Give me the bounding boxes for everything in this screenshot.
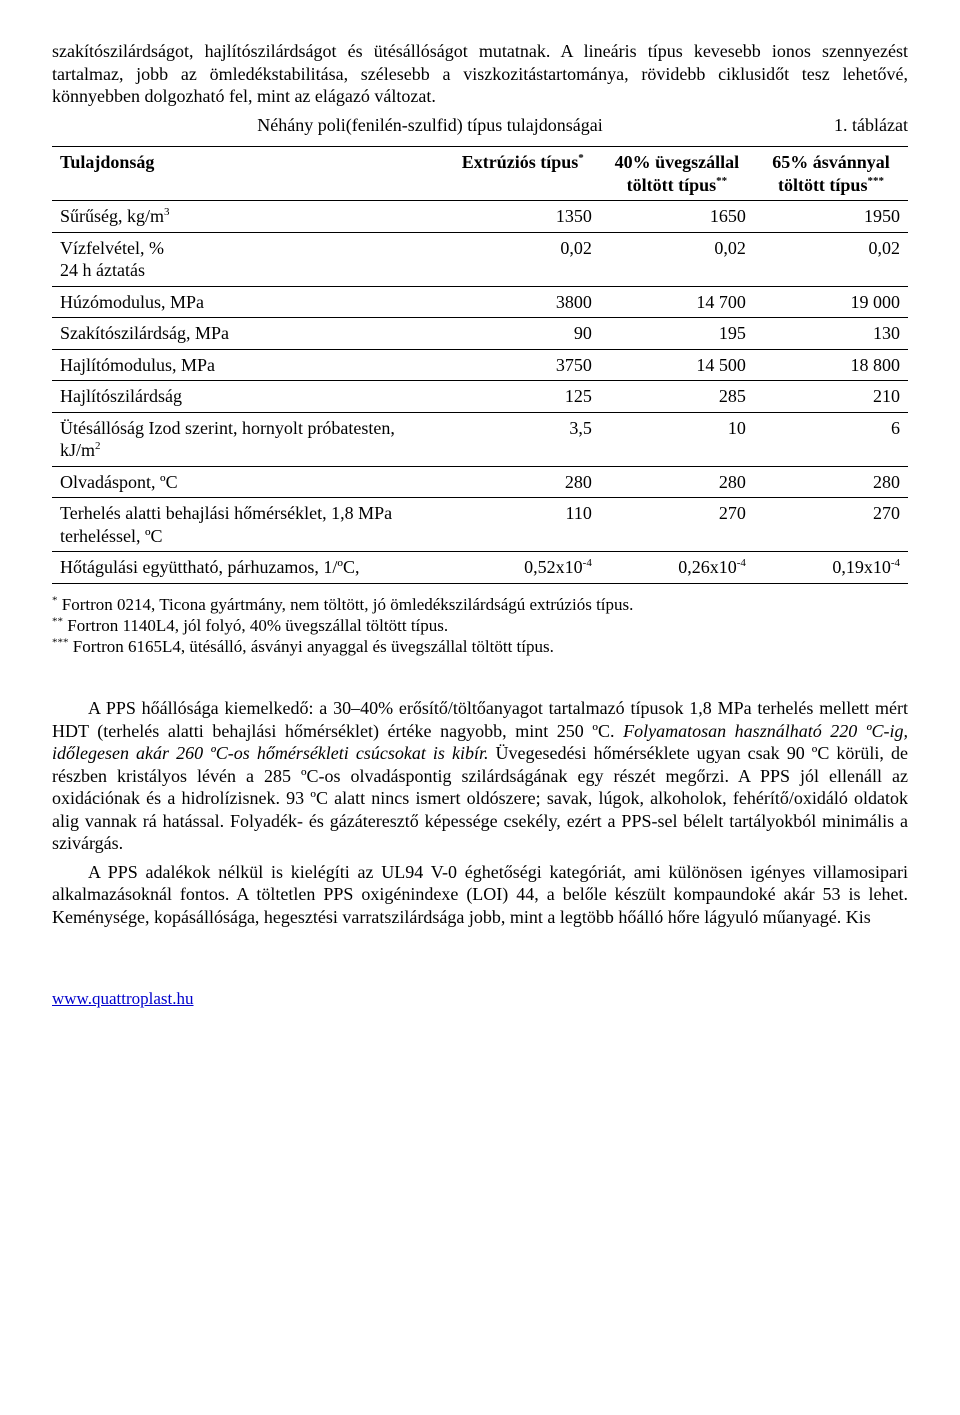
cell-value: 1650 xyxy=(600,201,754,233)
col-mineral-sup: *** xyxy=(867,175,884,187)
properties-table: Tulajdonság Extrúziós típus* 40% üvegszá… xyxy=(52,146,908,584)
cell-label: Hőtágulási együttható, párhuzamos, 1/ºC, xyxy=(52,552,446,584)
table-caption-row: Néhány poli(fenilén-szulfid) típus tulaj… xyxy=(52,114,908,137)
footnote-1-text: Fortron 0214, Ticona gyártmány, nem tölt… xyxy=(58,595,634,614)
col-glass-label: 40% üvegszállal töltött típus xyxy=(615,152,740,195)
footnote-2: ** Fortron 1140L4, jól folyó, 40% üvegsz… xyxy=(52,615,908,636)
footnote-2-text: Fortron 1140L4, jól folyó, 40% üvegszáll… xyxy=(63,616,448,635)
cell-value: 18 800 xyxy=(754,349,908,381)
cell-value: 14 700 xyxy=(600,286,754,318)
cell-value: 285 xyxy=(600,381,754,413)
table-row: Sűrűség, kg/m3135016501950 xyxy=(52,201,908,233)
cell-value: 280 xyxy=(600,466,754,498)
table-row: Terhelés alatti behajlási hőmérséklet, 1… xyxy=(52,498,908,552)
footnotes: * Fortron 0214, Ticona gyártmány, nem tö… xyxy=(52,594,908,658)
cell-value: 90 xyxy=(446,318,600,350)
footnote-2-sup: ** xyxy=(52,615,63,627)
footnote-3-sup: *** xyxy=(52,636,69,648)
footnote-3-text: Fortron 6165L4, ütésálló, ásványi anyagg… xyxy=(69,637,554,656)
cell-value: 10 xyxy=(600,412,754,466)
body-paragraph-1: A PPS hőállósága kiemelkedő: a 30–40% er… xyxy=(52,697,908,855)
cell-value: 110 xyxy=(446,498,600,552)
cell-value: 14 500 xyxy=(600,349,754,381)
cell-label: Húzómodulus, MPa xyxy=(52,286,446,318)
col-property: Tulajdonság xyxy=(52,147,446,201)
cell-value: 0,52x10-4 xyxy=(446,552,600,584)
table-body: Sűrűség, kg/m3135016501950Vízfelvétel, %… xyxy=(52,201,908,584)
col-glass-sup: ** xyxy=(716,175,727,187)
cell-label: Vízfelvétel, % 24 h áztatás xyxy=(52,232,446,286)
table-header-row: Tulajdonság Extrúziós típus* 40% üvegszá… xyxy=(52,147,908,201)
cell-value: 195 xyxy=(600,318,754,350)
intro-paragraph: szakítószilárdságot, hajlítószilárdságot… xyxy=(52,40,908,108)
footer-link[interactable]: www.quattroplast.hu xyxy=(52,989,194,1008)
cell-value: 0,02 xyxy=(600,232,754,286)
cell-value: 1950 xyxy=(754,201,908,233)
col-extrusion-label: Extrúziós típus xyxy=(462,152,579,172)
table-row: Hajlítómodulus, MPa375014 50018 800 xyxy=(52,349,908,381)
cell-label: Sűrűség, kg/m3 xyxy=(52,201,446,233)
cell-value: 270 xyxy=(600,498,754,552)
col-mineral: 65% ásvánnyal töltött típus*** xyxy=(754,147,908,201)
cell-value: 270 xyxy=(754,498,908,552)
cell-value: 0,26x10-4 xyxy=(600,552,754,584)
table-row: Húzómodulus, MPa380014 70019 000 xyxy=(52,286,908,318)
cell-label: Ütésállóság Izod szerint, hornyolt próba… xyxy=(52,412,446,466)
table-title: Néhány poli(fenilén-szulfid) típus tulaj… xyxy=(52,114,808,137)
cell-value: 3,5 xyxy=(446,412,600,466)
cell-value: 210 xyxy=(754,381,908,413)
cell-value: 130 xyxy=(754,318,908,350)
cell-value: 125 xyxy=(446,381,600,413)
cell-value: 3800 xyxy=(446,286,600,318)
table-row: Olvadáspont, ºC280280280 xyxy=(52,466,908,498)
cell-label: Hajlítószilárdság xyxy=(52,381,446,413)
footnote-3: *** Fortron 6165L4, ütésálló, ásványi an… xyxy=(52,636,908,657)
col-extrusion: Extrúziós típus* xyxy=(446,147,600,201)
page-footer: www.quattroplast.hu xyxy=(52,988,908,1009)
col-extrusion-sup: * xyxy=(578,152,584,164)
cell-value: 19 000 xyxy=(754,286,908,318)
table-row: Vízfelvétel, % 24 h áztatás0,020,020,02 xyxy=(52,232,908,286)
cell-value: 280 xyxy=(446,466,600,498)
table-row: Szakítószilárdság, MPa90195130 xyxy=(52,318,908,350)
cell-value: 280 xyxy=(754,466,908,498)
table-number: 1. táblázat xyxy=(808,114,908,137)
cell-value: 1350 xyxy=(446,201,600,233)
col-glass: 40% üvegszállal töltött típus** xyxy=(600,147,754,201)
cell-value: 6 xyxy=(754,412,908,466)
cell-label: Terhelés alatti behajlási hőmérséklet, 1… xyxy=(52,498,446,552)
table-row: Ütésállóság Izod szerint, hornyolt próba… xyxy=(52,412,908,466)
cell-label: Hajlítómodulus, MPa xyxy=(52,349,446,381)
cell-label: Olvadáspont, ºC xyxy=(52,466,446,498)
cell-value: 3750 xyxy=(446,349,600,381)
cell-value: 0,02 xyxy=(446,232,600,286)
table-row: Hajlítószilárdság125285210 xyxy=(52,381,908,413)
footnote-1: * Fortron 0214, Ticona gyártmány, nem tö… xyxy=(52,594,908,615)
body-paragraph-2: A PPS adalékok nélkül is kielégíti az UL… xyxy=(52,861,908,929)
cell-label: Szakítószilárdság, MPa xyxy=(52,318,446,350)
cell-value: 0,19x10-4 xyxy=(754,552,908,584)
table-row: Hőtágulási együttható, párhuzamos, 1/ºC,… xyxy=(52,552,908,584)
col-mineral-label: 65% ásvánnyal töltött típus xyxy=(772,152,890,195)
cell-value: 0,02 xyxy=(754,232,908,286)
